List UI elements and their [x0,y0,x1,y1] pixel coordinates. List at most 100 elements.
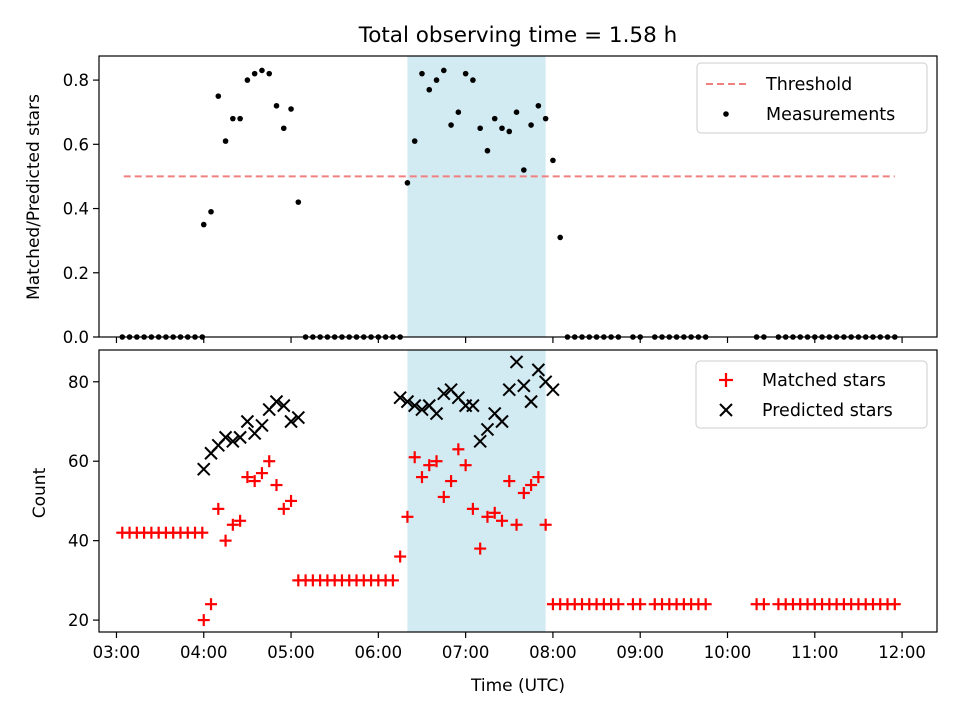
x-tick-label: 07:00 [442,643,490,662]
data-point [426,86,433,93]
data-point [266,70,273,77]
top-legend-box [696,62,928,134]
x-tick: 09:00 [616,632,664,662]
data-point [280,125,287,132]
data-point [550,157,556,164]
data-point [634,598,647,611]
x-tick-label: 03:00 [93,643,141,662]
data-point [197,462,211,476]
x-tick: 10:00 [704,632,751,662]
y-tick-label: 0.2 [63,264,89,283]
data-point [466,502,479,515]
matched-stars-legend-swatch [719,373,733,387]
top-panel: 0.00.20.40.60.8 Matched/Predicted stars … [24,55,938,347]
data-point [539,518,552,531]
threshold-legend-label: Threshold [765,75,852,95]
data-point [517,379,531,393]
y-tick: 40 [68,532,99,551]
data-point [481,510,494,523]
data-point [445,475,458,488]
x-tick-label: 05:00 [267,643,315,662]
data-point [531,363,546,377]
bottom-highlight-band [407,350,546,632]
y-tick-label: 0.4 [63,200,89,219]
data-point [415,402,429,417]
data-point [284,414,298,429]
bottom-points [116,355,901,627]
data-point [757,598,770,611]
data-point [277,398,291,413]
data-point [525,479,538,492]
x-tick-label: 06:00 [355,643,403,662]
data-point [888,598,901,611]
data-point [251,70,258,77]
x-tick-label: 08:00 [529,643,577,662]
bottom-legend-box [695,360,928,429]
data-point [455,109,462,115]
data-point [546,383,560,397]
chart-title: Total observing time = 1.58 h [358,23,678,48]
bottom-plot-frame [98,349,938,633]
y-tick-label: 0.0 [63,328,89,347]
y-tick: 0.2 [63,264,99,283]
data-point [441,67,447,74]
data-point [430,455,443,468]
data-point [419,70,425,77]
y-tick-label: 0.8 [63,71,89,90]
x-tick-label: 09:00 [616,643,664,662]
data-point [218,430,233,445]
x-tick: 11:00 [791,632,839,662]
data-point [269,394,284,409]
data-point [437,386,451,401]
x-tick-label: 04:00 [180,643,228,662]
data-point [473,434,487,449]
matched-stars-legend-label: Matched stars [762,371,886,391]
data-point [517,486,530,499]
series-matched-stars [116,443,901,627]
data-point [255,467,268,480]
data-point [393,390,407,405]
data-point [259,67,265,74]
data-point [429,406,444,421]
x-axis-label: Time (UTC) [470,676,565,696]
data-point [411,138,418,144]
data-point [448,122,454,128]
data-point [510,518,523,531]
data-point [241,471,254,484]
data-point [234,514,247,527]
data-point [433,77,440,83]
data-point [612,598,625,611]
y-tick-label: 60 [68,452,89,471]
data-point [477,125,483,132]
data-point [226,518,239,531]
data-point [244,77,251,83]
top-x-ticks [115,337,903,343]
y-tick-label: 40 [68,532,89,551]
data-point [400,394,415,409]
data-point [528,122,534,128]
x-tick: 12:00 [878,632,926,662]
predicted-stars-legend-label: Predicted stars [762,401,893,421]
x-tick: 07:00 [442,632,490,662]
bottom-y-axis-label: Count [30,467,50,518]
data-point [394,550,407,563]
y-tick: 60 [68,452,99,471]
x-tick: 08:00 [529,632,577,662]
data-point [513,109,520,115]
measurements-legend-label: Measurements [766,105,895,125]
data-point [415,471,428,484]
x-tick: 03:00 [93,632,141,662]
data-point [423,459,436,472]
y-tick: 0.4 [63,200,99,219]
x-tick: 06:00 [355,632,403,662]
y-tick-label: 80 [68,373,89,392]
x-tick-label: 12:00 [878,643,926,662]
data-point [488,506,501,519]
data-point [285,494,298,507]
x-tick: 04:00 [180,632,228,662]
y-tick-label: 0.6 [63,135,89,154]
y-tick: 0.0 [63,328,99,347]
data-point [521,167,527,173]
